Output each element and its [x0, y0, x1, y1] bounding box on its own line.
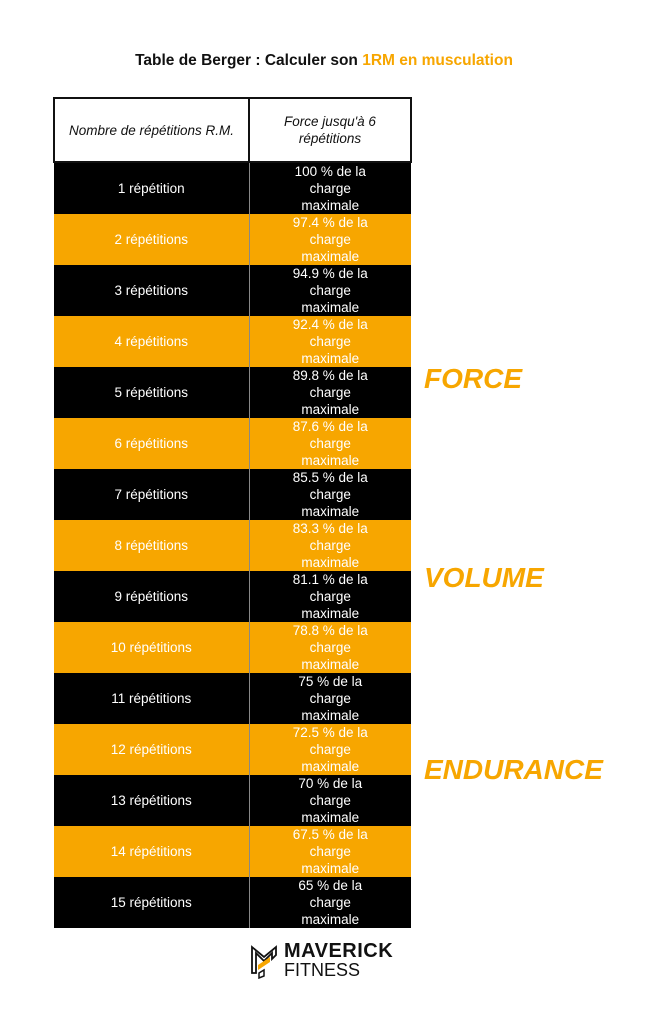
reps-cell: 12 répétitions: [54, 724, 250, 775]
load-cell: 65 % de la charge maximale: [249, 877, 411, 928]
load-cell: 67.5 % de la charge maximale: [249, 826, 411, 877]
reps-cell: 9 répétitions: [54, 571, 250, 622]
table-row: 4 répétitions 92.4 % de la charge maximal…: [54, 316, 411, 367]
maverick-m-logo-icon: [251, 944, 277, 979]
table-row: 7 répétitions 85.5 % de la charge maximal…: [54, 469, 411, 520]
reps-cell: 13 répétitions: [54, 775, 250, 826]
reps-cell: 14 répétitions: [54, 826, 250, 877]
table-row: 12 répétitions 72.5 % de la charge maxima…: [54, 724, 411, 775]
load-cell: 81.1 % de la charge maximale: [249, 571, 411, 622]
reps-cell: 7 répétitions: [54, 469, 250, 520]
load-cell: 85.5 % de la charge maximale: [249, 469, 411, 520]
logo-line1: MAVERICK: [284, 940, 394, 962]
brand-logo: MAVERICK FITNESS: [250, 940, 394, 980]
reps-cell: 10 répétitions: [54, 622, 250, 673]
table-row: 11 répétitions 75 % de la charge maximale: [54, 673, 411, 724]
reps-cell: 5 répétitions: [54, 367, 250, 418]
load-cell: 100 % de la charge maximale: [249, 162, 411, 214]
table-row: 1 répétition 100 % de la charge maximale: [54, 162, 411, 214]
logo-line2: FITNESS: [284, 960, 361, 980]
table-row: 3 répétitions 94.9 % de la charge maximal…: [54, 265, 411, 316]
reps-cell: 11 répétitions: [54, 673, 250, 724]
table-row: 5 répétitions 89.8 % de la charge maximal…: [54, 367, 411, 418]
reps-cell: 8 répétitions: [54, 520, 250, 571]
table-row: 9 répétitions 81.1 % de la charge maximal…: [54, 571, 411, 622]
zone-force: FORCE: [424, 363, 522, 394]
load-cell: 97.4 % de la charge maximale: [249, 214, 411, 265]
table-row: 14 répétitions 67.5 % de la charge maxima…: [54, 826, 411, 877]
reps-cell: 6 répétitions: [54, 418, 250, 469]
load-cell: 89.8 % de la charge maximale: [249, 367, 411, 418]
reps-cell: 2 répétitions: [54, 214, 250, 265]
load-cell: 87.6 % de la charge maximale: [249, 418, 411, 469]
table-row: 13 répétitions 70 % de la charge maximale: [54, 775, 411, 826]
title-text: Table de Berger : Calculer son: [135, 52, 363, 69]
reps-cell: 4 répétitions: [54, 316, 250, 367]
page-title: Table de Berger : Calculer son 1RM en mu…: [0, 52, 648, 70]
table-row: 8 répétitions 83.3 % de la charge maximal…: [54, 520, 411, 571]
zone-volume: VOLUME: [424, 562, 544, 593]
table-row: 6 répétitions 87.6 % de la charge maximal…: [54, 418, 411, 469]
load-cell: 70 % de la charge maximale: [249, 775, 411, 826]
load-cell: 78.8 % de la charge maximale: [249, 622, 411, 673]
load-cell: 83.3 % de la charge maximale: [249, 520, 411, 571]
table-row: 15 répétitions 65 % de la charge maximale: [54, 877, 411, 928]
load-cell: 72.5 % de la charge maximale: [249, 724, 411, 775]
load-cell: 94.9 % de la charge maximale: [249, 265, 411, 316]
reps-cell: 15 répétitions: [54, 877, 250, 928]
zone-endurance: ENDURANCE: [424, 754, 603, 785]
header-load: Force jusqu'à 6 répétitions: [248, 97, 412, 163]
table-row: 2 répétitions 97.4 % de la charge maximal…: [54, 214, 411, 265]
load-cell: 92.4 % de la charge maximale: [249, 316, 411, 367]
berger-table: Nombre de répétitions R.M. Force jusqu'à…: [53, 97, 412, 928]
table-row: 10 répétitions 78.8 % de la charge maxima…: [54, 622, 411, 673]
header-reps: Nombre de répétitions R.M.: [53, 97, 250, 163]
reps-cell: 1 répétition: [54, 162, 250, 214]
load-cell: 75 % de la charge maximale: [249, 673, 411, 724]
title-highlight: 1RM en musculation: [362, 52, 513, 69]
reps-cell: 3 répétitions: [54, 265, 250, 316]
